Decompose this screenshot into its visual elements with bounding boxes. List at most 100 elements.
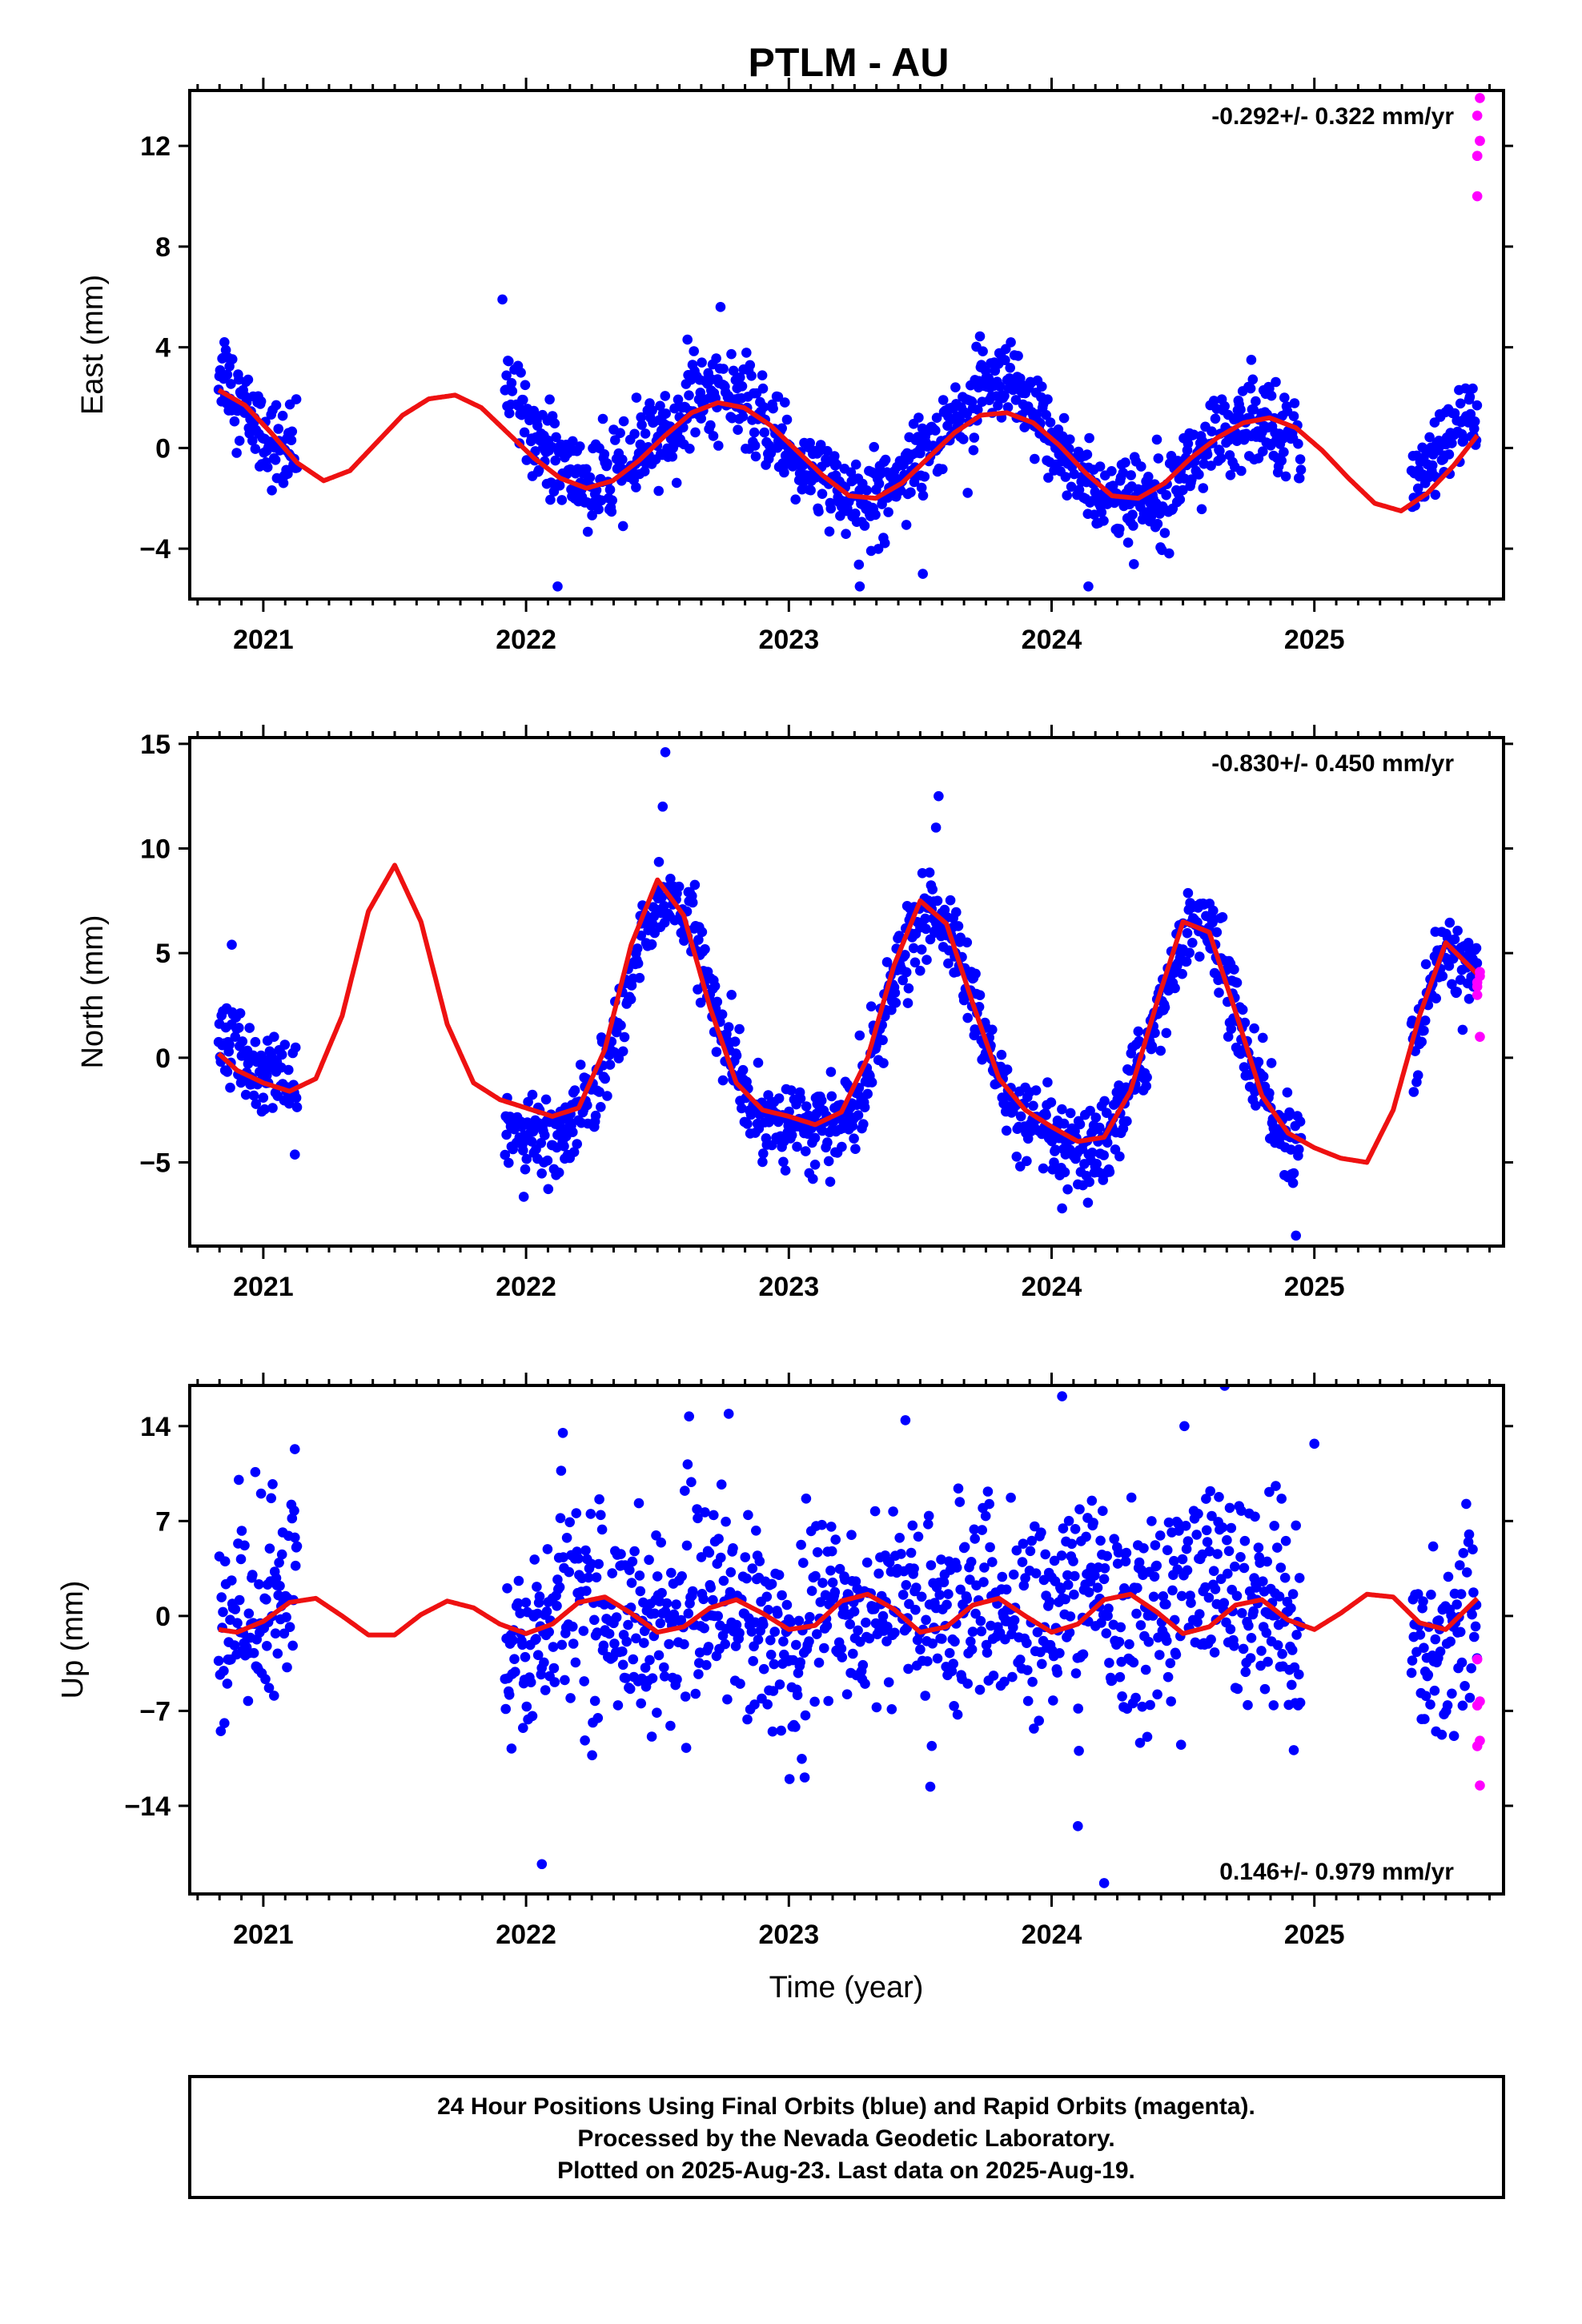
up-final-point (1191, 1530, 1202, 1540)
up-final-point (860, 1679, 870, 1689)
up-final-point (888, 1506, 898, 1517)
east-final-point (1246, 355, 1257, 365)
up-final-point (218, 1606, 228, 1618)
east-final-point (983, 373, 994, 384)
up-final-point (1277, 1649, 1287, 1659)
east-final-point (607, 495, 617, 506)
north-final-point (908, 943, 919, 954)
north-final-point (723, 1022, 734, 1032)
north-final-point (536, 1138, 547, 1148)
up-final-point (1074, 1746, 1084, 1756)
up-final-point (857, 1659, 869, 1671)
up-final-point (611, 1612, 622, 1622)
east-final-point (805, 485, 816, 496)
north-final-point (660, 746, 671, 758)
north-final-point (568, 1147, 580, 1157)
up-final-point (817, 1519, 827, 1530)
up-final-point (700, 1507, 710, 1518)
east-final-point (673, 394, 684, 405)
up-final-point (589, 1695, 600, 1707)
east-rate-label: -0.292+/- 0.322 mm/yr (1211, 103, 1454, 130)
up-x-tick-label: 2021 (233, 1920, 294, 1950)
up-final-point (652, 1571, 663, 1582)
up-final-point (765, 1650, 777, 1660)
up-final-point (1018, 1538, 1029, 1549)
up-final-point (542, 1544, 553, 1554)
up-final-point (1470, 1621, 1481, 1632)
north-final-point (786, 1130, 797, 1140)
east-final-point (1276, 456, 1287, 466)
up-final-point (1140, 1664, 1151, 1675)
up-final-point (1223, 1568, 1233, 1579)
east-y-tick-label: 4 (155, 333, 171, 364)
east-final-point (745, 360, 756, 371)
up-final-point (999, 1676, 1010, 1687)
north-final-point (227, 939, 237, 951)
up-final-point (798, 1558, 809, 1568)
up-final-point (1149, 1571, 1160, 1582)
north-final-point (1464, 994, 1475, 1004)
up-final-point (801, 1494, 812, 1504)
north-final-point (251, 1099, 262, 1109)
east-final-point (685, 444, 695, 454)
up-final-point (655, 1618, 666, 1629)
east-final-point (533, 464, 544, 476)
up-final-point (1112, 1558, 1123, 1569)
east-final-point (1178, 485, 1188, 496)
north-final-point (862, 1088, 873, 1100)
up-final-point (982, 1647, 993, 1658)
up-final-point (1128, 1657, 1139, 1668)
up-final-point (639, 1638, 649, 1648)
up-final-point (609, 1638, 620, 1649)
north-final-point (878, 1058, 889, 1068)
up-final-point (1020, 1573, 1030, 1583)
east-final-point (1468, 383, 1478, 394)
up-final-point (1415, 1630, 1426, 1640)
east-final-point (1245, 383, 1256, 394)
north-final-point (1038, 1163, 1049, 1174)
up-final-point (1073, 1821, 1083, 1831)
up-final-point (1088, 1518, 1098, 1528)
east-final-point (545, 494, 556, 505)
up-final-point (969, 1524, 980, 1535)
up-final-point (1201, 1494, 1211, 1504)
north-final-point (1050, 1144, 1061, 1155)
north-final-point (1141, 1080, 1151, 1092)
up-final-point (1130, 1692, 1141, 1703)
north-final-point (1419, 1015, 1431, 1026)
up-final-point (1124, 1638, 1134, 1650)
up-final-point (1062, 1579, 1074, 1590)
north-final-point (974, 990, 986, 1000)
east-final-point (768, 403, 778, 414)
east-final-point (1430, 489, 1441, 501)
up-final-point (792, 1690, 803, 1700)
up-final-point (664, 1638, 674, 1650)
up-final-point (900, 1415, 911, 1425)
up-final-point (539, 1657, 549, 1668)
east-final-point (636, 420, 647, 430)
up-final-point (512, 1598, 524, 1609)
east-final-point (1037, 381, 1047, 392)
north-y-tick-label: 10 (140, 834, 171, 864)
north-final-point (1239, 1017, 1251, 1028)
east-final-point (749, 427, 760, 438)
up-final-point (1443, 1571, 1454, 1582)
north-final-point (222, 1067, 233, 1077)
east-final-point (696, 413, 706, 424)
north-final-point (267, 1103, 278, 1113)
up-final-point (1445, 1636, 1456, 1647)
up-final-point (1030, 1521, 1040, 1532)
up-final-point (1115, 1622, 1126, 1633)
up-final-point (1263, 1656, 1273, 1667)
up-final-point (966, 1636, 976, 1647)
up-final-point (261, 1594, 271, 1605)
up-final-point (927, 1638, 938, 1649)
up-final-point (544, 1626, 554, 1638)
up-final-point (1180, 1521, 1191, 1531)
up-final-point (552, 1601, 562, 1611)
east-final-point (909, 476, 920, 488)
up-final-point (836, 1643, 847, 1654)
east-final-point (647, 405, 657, 416)
east-final-point (978, 346, 988, 357)
up-final-point (1239, 1562, 1250, 1574)
